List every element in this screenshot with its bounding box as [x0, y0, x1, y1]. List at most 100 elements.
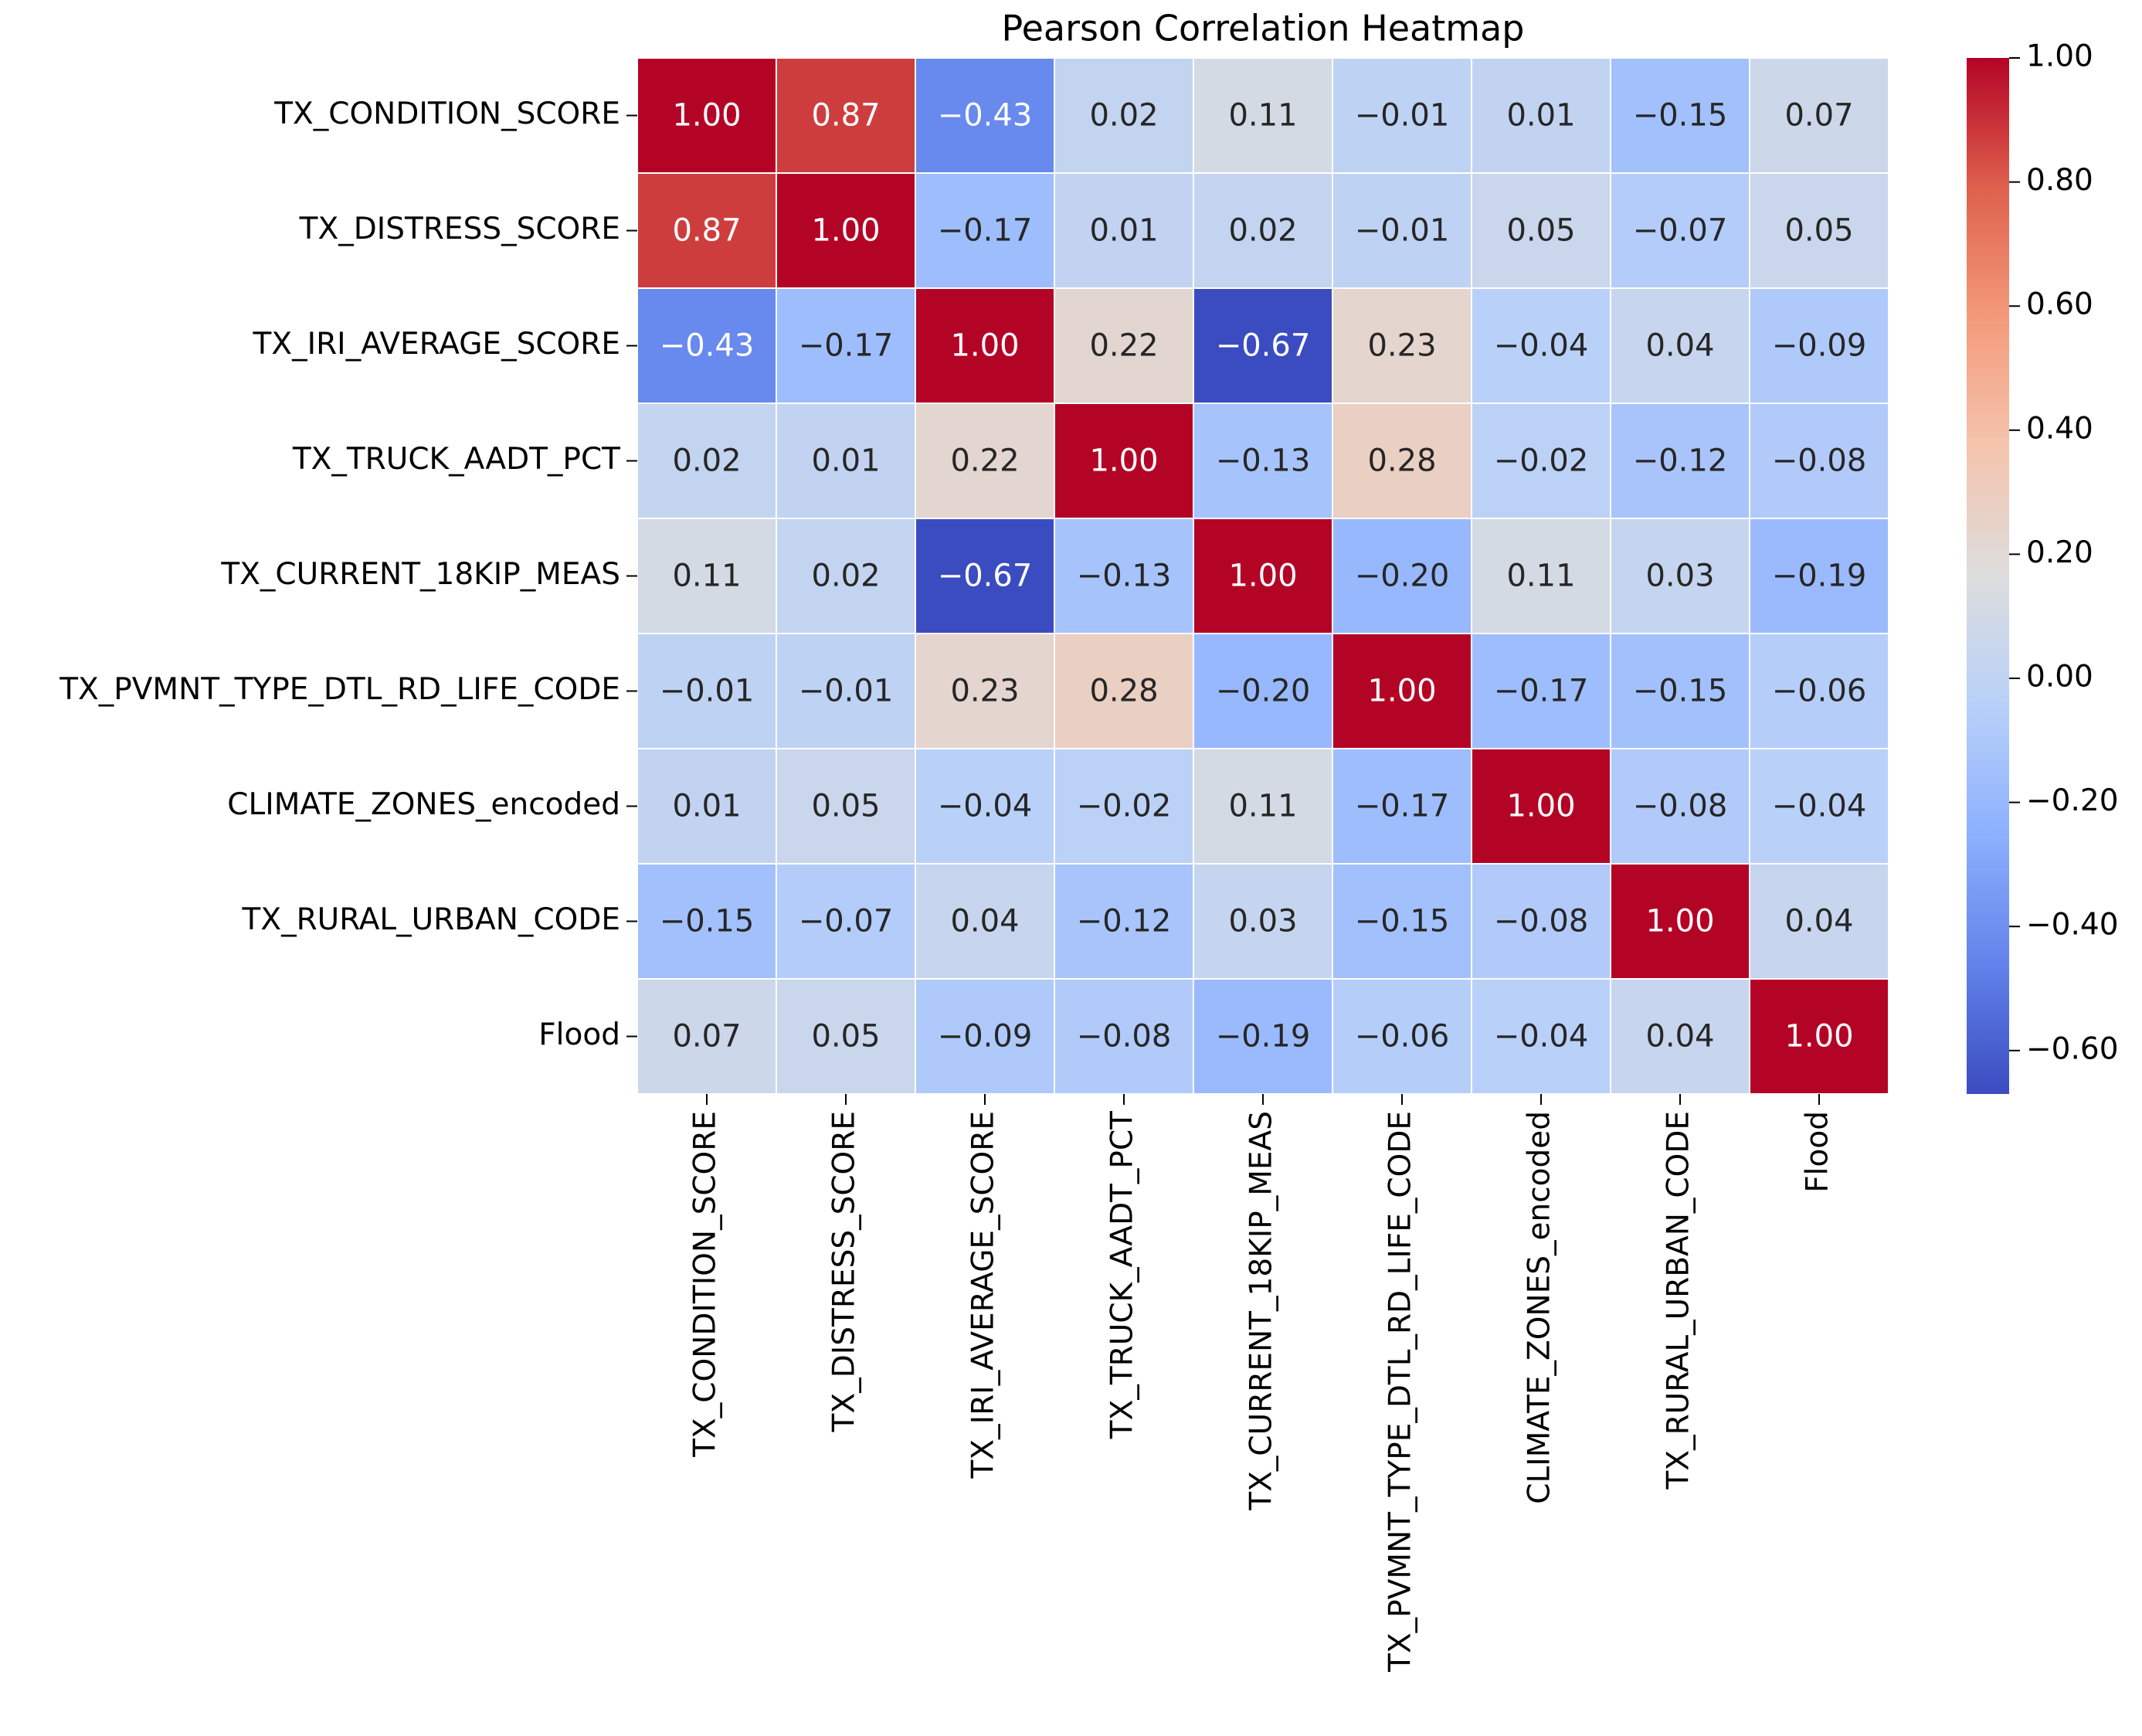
cell-label: −0.01 — [799, 674, 894, 709]
heatmap-cell — [636, 403, 777, 519]
heatmap-cell — [776, 403, 916, 519]
x-tick-label: CLIMATE_ZONES_encoded — [1522, 1111, 1557, 1504]
cell-label: 1.00 — [811, 213, 880, 249]
heatmap-cell — [776, 633, 916, 749]
y-tick-label: TX_TRUCK_AADT_PCT — [292, 442, 620, 477]
cell-label: 0.04 — [1645, 1019, 1714, 1055]
colorbar-tick-label: −0.60 — [2026, 1031, 2119, 1066]
heatmap-cell — [1471, 172, 1611, 289]
cell-label: 0.05 — [1784, 213, 1853, 249]
cell-label: 0.03 — [1645, 559, 1714, 594]
cell-label: −0.43 — [938, 98, 1033, 134]
cell-label: 0.04 — [1645, 328, 1714, 364]
heatmap-cell — [1610, 633, 1750, 749]
heatmap-cell — [1193, 172, 1333, 289]
heatmap-cell — [1332, 633, 1472, 749]
cell-label: −0.15 — [1633, 674, 1728, 709]
cell-label: −0.08 — [1494, 904, 1589, 939]
cell-label: 0.02 — [811, 559, 880, 594]
heatmap-cell — [1193, 57, 1333, 174]
heatmap-cell — [915, 287, 1055, 404]
y-tick-label: TX_CONDITION_SCORE — [273, 97, 620, 131]
cell-label: 0.04 — [950, 904, 1019, 939]
heatmap-cell — [1054, 518, 1194, 634]
cell-label: −0.01 — [1355, 213, 1450, 249]
heatmap-cell — [1749, 633, 1889, 749]
heatmap-cell — [636, 978, 777, 1095]
cell-label: −0.08 — [1633, 789, 1728, 824]
heatmap-cell — [1193, 287, 1333, 404]
heatmap-cell — [1610, 403, 1750, 519]
cell-label: 0.28 — [1089, 674, 1158, 709]
cell-label: 0.07 — [1784, 98, 1853, 134]
heatmap-cell — [636, 748, 777, 865]
cell-label: −0.09 — [1772, 328, 1867, 364]
y-tick-label: TX_IRI_AVERAGE_SCORE — [253, 327, 620, 362]
cell-label: −0.15 — [1355, 904, 1450, 939]
heatmap-cell — [1471, 518, 1611, 634]
colorbar-tick-label: 0.80 — [2026, 163, 2093, 198]
cell-label: 0.02 — [1228, 213, 1297, 249]
cell-label: 0.23 — [950, 674, 1019, 709]
heatmap-cell — [636, 172, 777, 289]
cell-label: −0.67 — [1216, 328, 1311, 364]
cell-label: 1.00 — [1367, 674, 1436, 709]
cell-label: −0.08 — [1772, 443, 1867, 479]
chart-title: Pearson Correlation Heatmap — [1002, 8, 1525, 49]
x-tick-label: Flood — [1801, 1111, 1835, 1193]
heatmap-cell — [915, 633, 1055, 749]
heatmap-cell — [1193, 863, 1333, 980]
cell-label: −0.19 — [1772, 559, 1867, 594]
heatmap-cell — [1054, 172, 1194, 289]
heatmap-cell — [915, 863, 1055, 980]
colorbar — [1967, 58, 2009, 1094]
cell-label: 0.02 — [1089, 98, 1158, 134]
cell-label: 0.87 — [811, 98, 880, 134]
cell-label: −0.13 — [1216, 443, 1311, 479]
x-tick-label: TX_CURRENT_18KIP_MEAS — [1244, 1111, 1279, 1511]
y-tick-label: TX_PVMNT_TYPE_DTL_RD_LIFE_CODE — [59, 672, 620, 707]
cell-label: −0.12 — [1077, 904, 1172, 939]
cell-label: −0.17 — [799, 328, 894, 364]
colorbar-tick-label: 0.60 — [2026, 287, 2093, 322]
colorbar-tick-label: −0.40 — [2026, 908, 2119, 943]
heatmap-cell — [915, 978, 1055, 1095]
cell-label: −0.01 — [660, 674, 755, 709]
cell-label: 1.00 — [1506, 789, 1575, 824]
heatmap-cell — [1332, 518, 1472, 634]
heatmap-cell — [1749, 518, 1889, 634]
x-tick-label: TX_IRI_AVERAGE_SCORE — [966, 1111, 1001, 1479]
cell-label: −0.19 — [1216, 1019, 1311, 1055]
cell-label: 1.00 — [1089, 443, 1158, 479]
cell-label: −0.12 — [1633, 443, 1728, 479]
cell-label: 0.11 — [672, 559, 741, 594]
x-tick-label: TX_PVMNT_TYPE_DTL_RD_LIFE_CODE — [1383, 1111, 1418, 1673]
colorbar-tick-label: 0.20 — [2026, 535, 2093, 570]
cell-label: −0.07 — [799, 904, 894, 939]
heatmap-cell — [1054, 403, 1194, 519]
cell-label: 0.28 — [1367, 443, 1436, 479]
heatmap-cell — [636, 863, 777, 980]
cell-label: 0.11 — [1506, 559, 1575, 594]
colorbar-tick-label: −0.20 — [2026, 783, 2119, 818]
cell-label: −0.06 — [1772, 674, 1867, 709]
heatmap-cell — [1471, 863, 1611, 980]
x-tick-label: TX_TRUCK_AADT_PCT — [1105, 1111, 1140, 1439]
cell-label: −0.04 — [938, 789, 1033, 824]
cell-label: −0.15 — [1633, 98, 1728, 134]
heatmap-cell — [1054, 287, 1194, 404]
heatmap-cell — [1193, 633, 1333, 749]
heatmap-cell — [1054, 978, 1194, 1095]
cell-label: 1.00 — [1645, 904, 1714, 939]
cell-label: 0.01 — [811, 443, 880, 479]
heatmap-cell — [915, 57, 1055, 174]
x-tick-label: TX_RURAL_URBAN_CODE — [1662, 1111, 1696, 1490]
cell-label: −0.20 — [1216, 674, 1311, 709]
cell-label: −0.17 — [1494, 674, 1589, 709]
cell-label: −0.20 — [1355, 559, 1450, 594]
cell-label: 0.04 — [1784, 904, 1853, 939]
heatmap-cell — [1193, 748, 1333, 865]
cell-label: −0.08 — [1077, 1019, 1172, 1055]
colorbar-tick-label: 0.00 — [2026, 659, 2093, 694]
